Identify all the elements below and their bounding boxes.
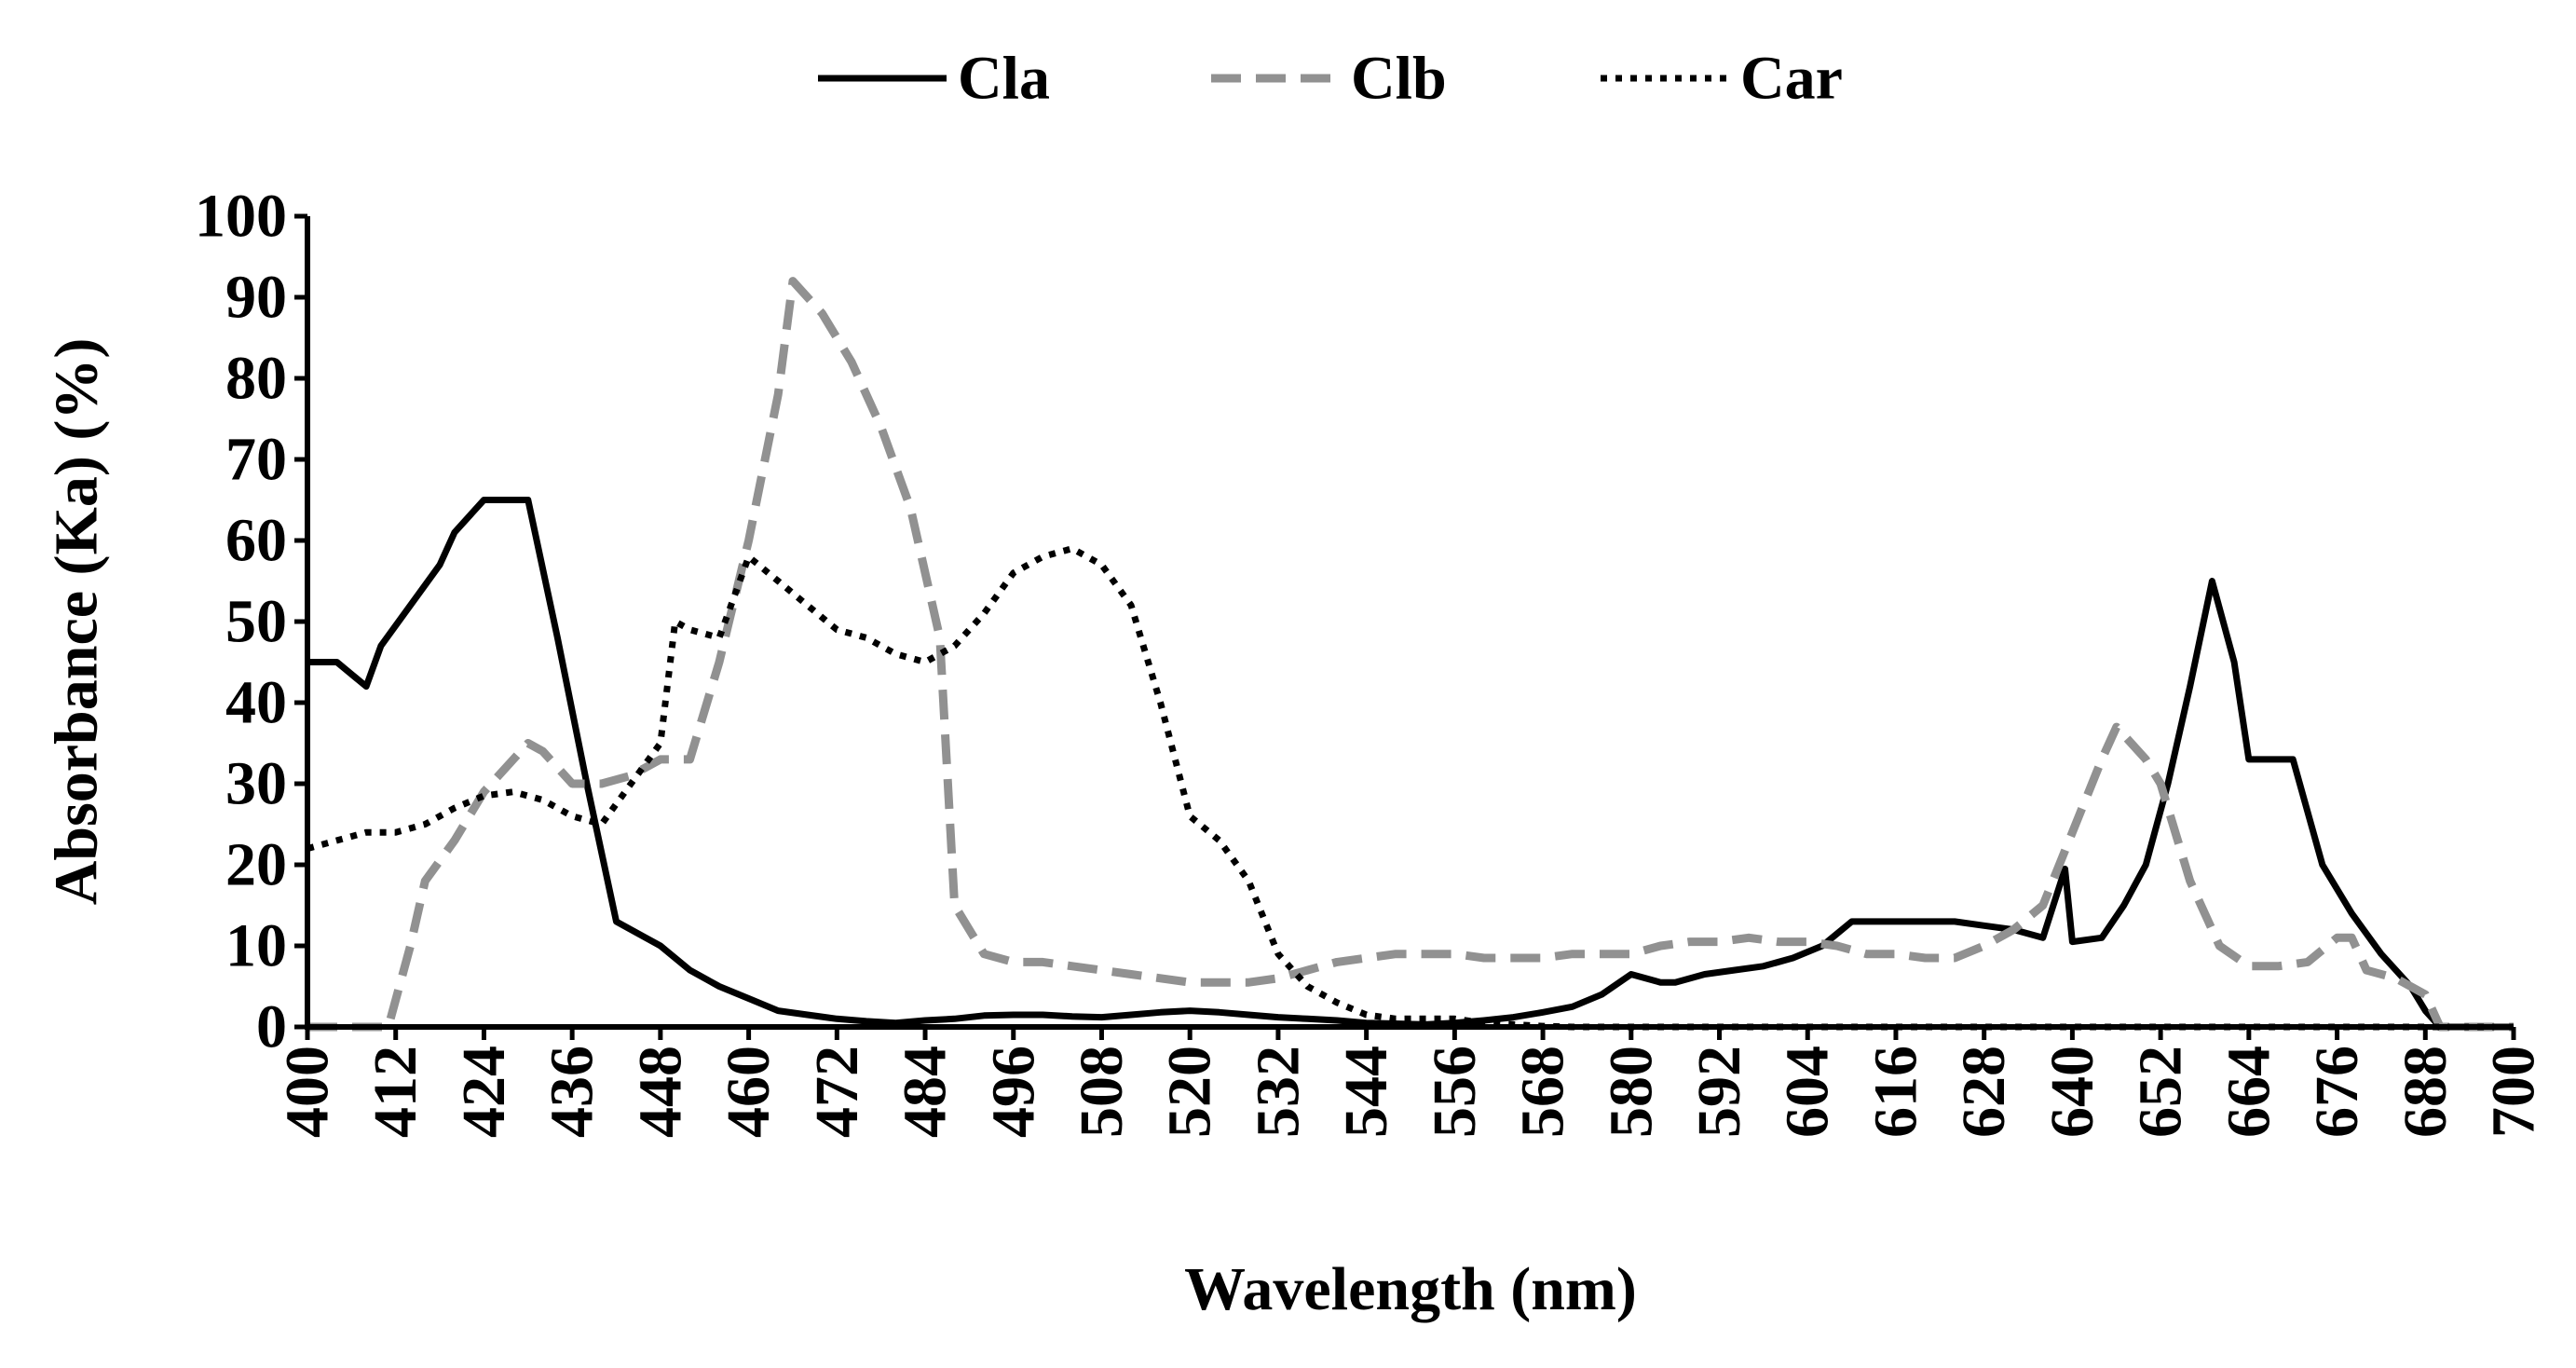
x-tick-label: 580 [1597, 1046, 1665, 1138]
x-tick-label: 508 [1068, 1046, 1136, 1138]
x-tick-label: 616 [1861, 1046, 1929, 1138]
x-tick-label: 472 [803, 1046, 871, 1138]
x-tick-label: 532 [1244, 1046, 1312, 1138]
y-tick-labels: 0 10 20 30 40 50 60 70 80 90 100 [195, 183, 307, 1061]
legend-label-cla: Cla [958, 45, 1050, 113]
x-tick-label: 604 [1774, 1046, 1842, 1138]
x-tick-label: 400 [274, 1046, 342, 1138]
x-tick-label: 484 [892, 1046, 960, 1138]
series-layer [307, 277, 2514, 1032]
legend-label-clb: Clb [1351, 45, 1447, 113]
legend-label-car: Car [1740, 45, 1843, 113]
x-tick-label: 640 [2038, 1046, 2106, 1138]
x-axis-title: Wavelength (nm) [1184, 1255, 1637, 1323]
x-tick-label: 436 [538, 1046, 607, 1138]
y-tick-label: 70 [225, 426, 287, 494]
x-tick-label: 448 [626, 1046, 694, 1138]
y-tick-label: 30 [225, 750, 287, 818]
y-tick-label: 60 [225, 507, 287, 575]
y-tick-label: 90 [225, 264, 287, 332]
axes-layer [305, 216, 2514, 1030]
x-tick-label: 460 [715, 1046, 783, 1138]
x-tick-label: 556 [1421, 1046, 1489, 1138]
y-tick-label: 0 [256, 993, 287, 1061]
x-tick-label: 688 [2392, 1046, 2460, 1138]
x-tick-label: 628 [1950, 1046, 2018, 1138]
x-tick-label: 520 [1156, 1046, 1224, 1138]
y-tick-label: 80 [225, 345, 287, 413]
x-tick-label: 544 [1332, 1046, 1400, 1138]
x-tick-label: 412 [361, 1046, 429, 1138]
y-tick-label: 20 [225, 831, 287, 899]
legend: Cla Clb Car [818, 45, 1843, 113]
x-tick-label: 496 [979, 1046, 1047, 1138]
x-tick-label: 424 [450, 1046, 518, 1138]
x-tick-label: 568 [1509, 1046, 1577, 1138]
y-tick-label: 10 [225, 912, 287, 980]
x-tick-label: 664 [2215, 1046, 2283, 1138]
y-tick-label: 50 [225, 588, 287, 656]
series-line-cla [307, 497, 2514, 1031]
x-tick-label: 676 [2303, 1046, 2371, 1138]
y-axis-title: Absorbance (Ka) (%) [43, 338, 111, 906]
y-tick-label: 100 [195, 183, 287, 251]
x-tick-labels: 400 412 424 436 448 460 472 484 496 508 520 532 544 5… [274, 1027, 2548, 1138]
x-tick-label: 652 [2127, 1046, 2195, 1138]
x-tick-label: 592 [1685, 1046, 1753, 1138]
y-tick-label: 40 [225, 669, 287, 737]
x-tick-label: 700 [2480, 1046, 2548, 1138]
series-line-clb [307, 277, 2514, 1032]
series-line-car [307, 545, 2514, 1031]
